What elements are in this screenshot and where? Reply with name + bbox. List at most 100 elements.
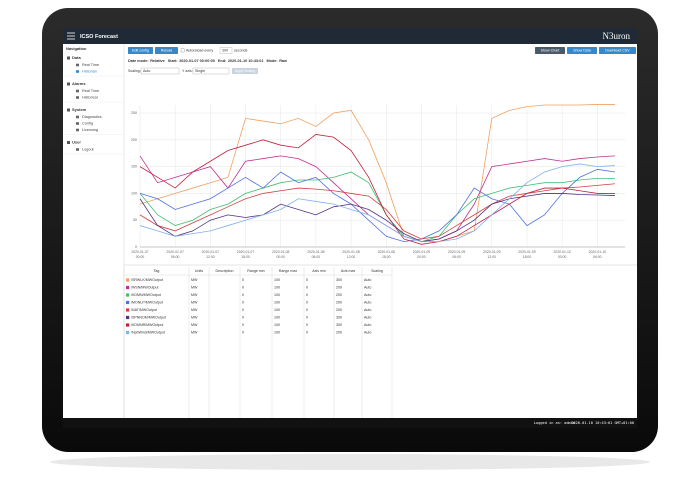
- section-icon: [67, 108, 70, 112]
- series-line: [139, 168, 615, 243]
- scaling-label: Scaling:: [128, 69, 141, 73]
- cell: 100: [274, 293, 280, 297]
- nav-item[interactable]: Diagnostics: [82, 115, 102, 119]
- x-tick-label: 2020-01-09 12:00: [483, 250, 500, 259]
- tag-color: [126, 285, 130, 290]
- y-tick-label: 150: [131, 165, 137, 169]
- cell: 0: [242, 300, 244, 304]
- menu-icon[interactable]: [67, 32, 75, 40]
- x-tick-label: 2020-01-08 06:00: [307, 250, 324, 259]
- cell: 100: [274, 308, 280, 312]
- column-header: Range max: [279, 269, 298, 273]
- cell: 0: [242, 308, 244, 312]
- item-icon: [76, 115, 79, 119]
- item-icon: [76, 89, 79, 93]
- item-icon: [76, 96, 79, 99]
- info-mode-label: Mode:: [267, 59, 278, 63]
- nav-item[interactable]: Real Time: [82, 63, 99, 67]
- show-chart-button[interactable]: [535, 47, 565, 54]
- x-tick-label: 2020-01-07 00:00: [131, 250, 148, 259]
- reload-button-label[interactable]: Reload: [161, 49, 172, 53]
- show-data-button[interactable]: [567, 47, 597, 54]
- y-tick-label: 0: [135, 245, 137, 249]
- x-tick-label: 2020-01-10 06:00: [589, 250, 606, 259]
- x-tick-label: 2020-01-08 18:00: [378, 250, 395, 259]
- column-header: Range min: [247, 269, 264, 273]
- show-data-button-label[interactable]: Show Data: [573, 49, 591, 53]
- cell: Auto: [364, 300, 371, 304]
- x-tick-label: 2020-01-07 18:00: [237, 250, 254, 259]
- edit-button[interactable]: [128, 47, 153, 54]
- autoreload-label: Autoreload every: [186, 49, 213, 53]
- series-line: [139, 134, 615, 245]
- tag-name: /SRWLK/MWOutput: [131, 278, 163, 282]
- edit-button-label[interactable]: Edit config: [132, 49, 149, 53]
- info-start: 2020-01-07 00:00:00: [179, 59, 215, 63]
- tag-name: /KDMNR/MWOutput: [131, 323, 163, 327]
- cell: 200: [336, 308, 342, 312]
- cell: 0: [306, 278, 308, 282]
- screen: [63, 28, 637, 428]
- y-tick-label: 50: [133, 218, 137, 222]
- section-title[interactable]: User: [72, 140, 81, 145]
- nav-item[interactable]: Licensing: [82, 128, 98, 132]
- download-button[interactable]: [599, 47, 636, 54]
- reload-button[interactable]: [155, 47, 178, 54]
- cell: 0: [306, 308, 308, 312]
- download-button-label[interactable]: Download CSV: [605, 49, 630, 53]
- cell: 100: [274, 278, 280, 282]
- yaxis-select[interactable]: [192, 67, 230, 75]
- cell: Auto: [364, 285, 371, 289]
- x-tick-label: 2020-01-10 00:00: [553, 250, 570, 259]
- item-icon: [76, 122, 79, 125]
- login-info: Logged in as: admin: [534, 421, 575, 425]
- series-line: [139, 163, 615, 243]
- column-header: Axis min: [312, 269, 326, 273]
- item-icon: [76, 128, 79, 132]
- tag-color: [126, 293, 130, 297]
- column-header: Description: [216, 269, 234, 273]
- cell: 300: [336, 278, 342, 282]
- cell: 0: [306, 300, 308, 304]
- tag-name: /KDMN/MWOutput: [131, 293, 161, 297]
- section-title[interactable]: Alarms: [72, 81, 86, 86]
- cell: 0: [242, 315, 244, 319]
- section-icon: [67, 56, 70, 60]
- apply-label[interactable]: Apply Scaling: [235, 69, 256, 73]
- scaling-value: Auto: [143, 69, 150, 73]
- section-title[interactable]: System: [72, 107, 87, 112]
- show-chart-button-label[interactable]: Show Chart: [541, 49, 560, 53]
- cell: Auto: [364, 323, 371, 327]
- cell: 100: [274, 315, 280, 319]
- cell: 0: [242, 330, 244, 334]
- cell: Auto: [364, 330, 371, 334]
- cell: 200: [336, 293, 342, 297]
- cell: 100: [274, 323, 280, 327]
- tag-name: /NAT/MWOutput: [131, 308, 157, 312]
- column-header: Axis max: [341, 269, 356, 273]
- apply-button[interactable]: [232, 68, 258, 74]
- section-icon: [67, 82, 70, 86]
- info-end: 2020-01-10 10:43:01: [228, 59, 264, 63]
- cell: 0: [306, 293, 308, 297]
- interval-input[interactable]: [219, 47, 233, 54]
- cell: 0: [242, 285, 244, 289]
- cell: MW: [191, 285, 198, 289]
- x-tick-label: 2020-01-07 12:00: [202, 250, 219, 259]
- cell: 0: [306, 330, 308, 334]
- nav-item[interactable]: Historian: [82, 70, 97, 74]
- nav-item[interactable]: Historical: [82, 96, 98, 100]
- tag-name: /NpbWind/MWOutput: [131, 330, 165, 334]
- section-title[interactable]: Data: [72, 55, 81, 60]
- autoreload-checkbox[interactable]: [180, 48, 185, 53]
- scaling-select[interactable]: [140, 67, 180, 75]
- cell: 0: [242, 323, 244, 327]
- cell: MW: [191, 330, 198, 334]
- nav-item[interactable]: Config: [82, 122, 93, 126]
- nav-item[interactable]: Logout: [82, 148, 95, 152]
- cell: 200: [336, 300, 342, 304]
- cell: MW: [191, 300, 198, 304]
- tag-color: [126, 315, 130, 320]
- cell: 200: [336, 285, 342, 289]
- nav-item[interactable]: Real Time: [82, 89, 99, 93]
